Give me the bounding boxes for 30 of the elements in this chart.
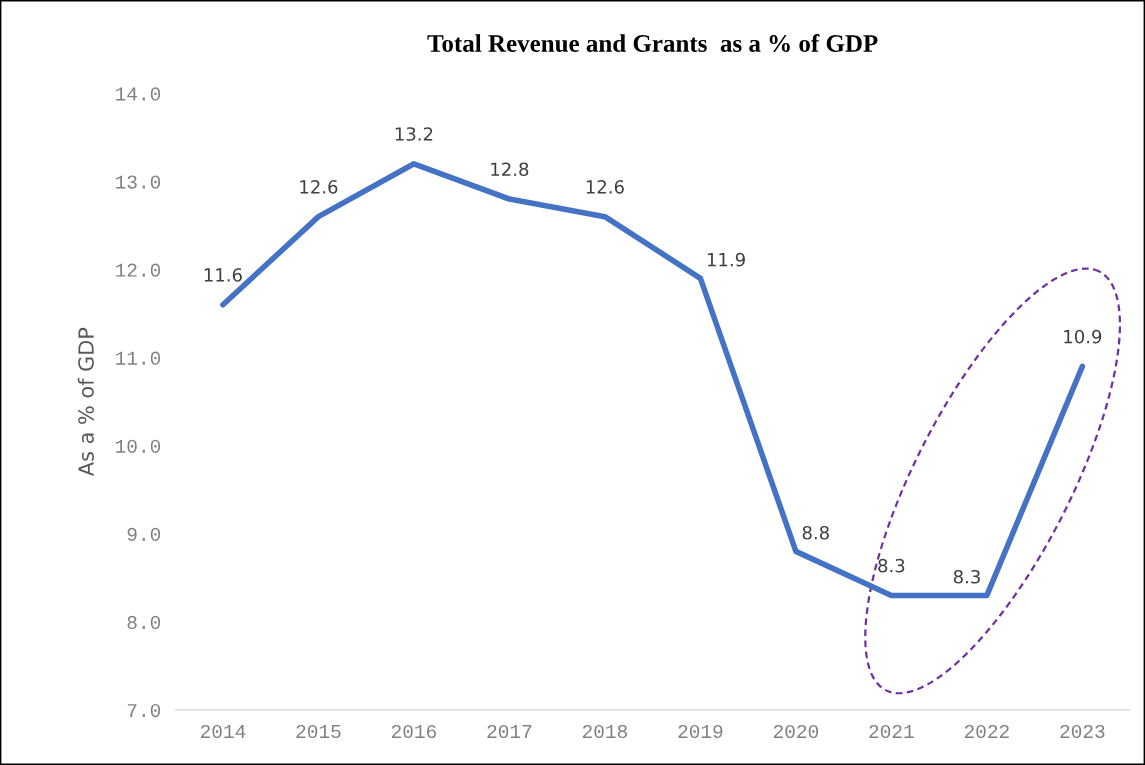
- x-tick-label: 2018: [582, 724, 627, 739]
- y-tick-label: 9.0: [127, 527, 161, 541]
- y-axis-title: As a % of GDP: [77, 327, 94, 476]
- x-tick-label: 2019: [678, 724, 723, 739]
- x-tick-label: 2023: [1060, 724, 1105, 739]
- x-tick-label: 2015: [296, 724, 341, 739]
- y-tick-label: 14.0: [116, 87, 161, 101]
- x-tick-label: 2021: [869, 724, 914, 739]
- data-label: 13.2: [395, 127, 433, 141]
- data-label: 12.8: [491, 162, 529, 177]
- data-label: 12.6: [586, 180, 624, 194]
- x-tick-label: 2017: [487, 724, 532, 739]
- y-tick-label: 13.0: [116, 175, 161, 189]
- chart-title: Total Revenue and Grants as a % of GDP: [427, 34, 878, 52]
- x-tick-label: 2014: [200, 724, 246, 739]
- x-tick-label: 2022: [964, 724, 1009, 739]
- y-tick-label: 12.0: [116, 263, 161, 277]
- y-tick-label: 10.0: [116, 439, 161, 453]
- data-label: 10.9: [1064, 329, 1102, 344]
- data-label: 8.8: [802, 525, 829, 540]
- data-label: 8.3: [953, 569, 980, 584]
- data-label: 8.3: [878, 558, 905, 573]
- data-label: 11.9: [707, 252, 745, 267]
- y-tick-label: 7.0: [127, 703, 161, 718]
- data-label: 12.6: [300, 180, 338, 194]
- y-tick-label: 8.0: [127, 615, 161, 630]
- x-tick-label: 2016: [391, 724, 436, 739]
- y-tick-label: 11.0: [116, 351, 161, 365]
- x-tick-label: 2020: [773, 724, 819, 739]
- data-label: 11.6: [204, 268, 242, 282]
